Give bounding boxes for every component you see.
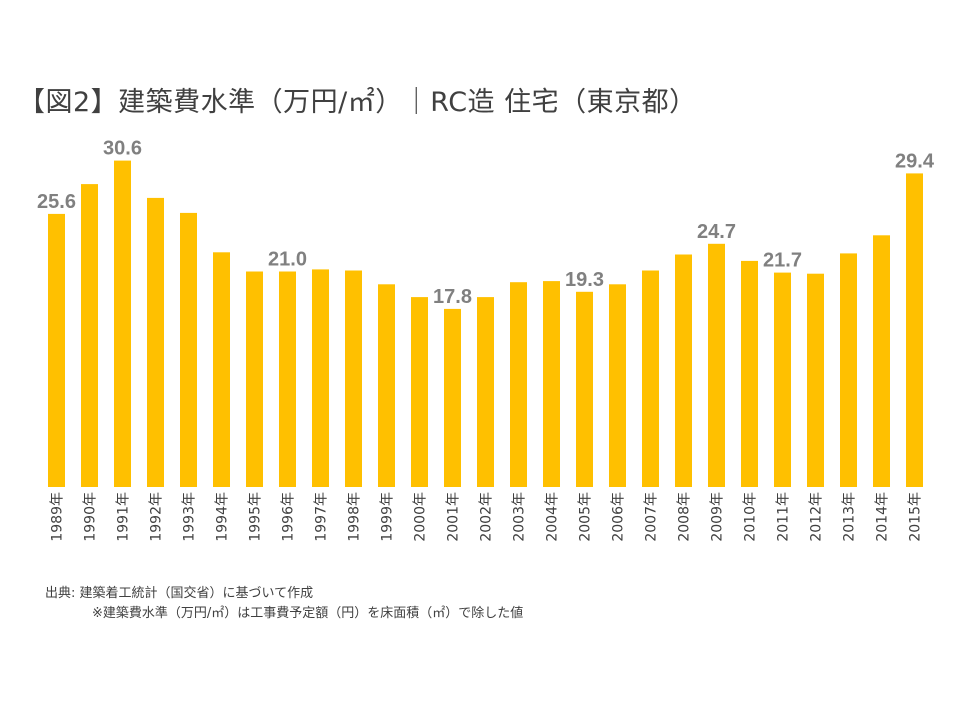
x-tick-label: 1990年 xyxy=(83,492,99,542)
source-note: 出典: 建築着工統計（国交省）に基づいて作成 xyxy=(45,586,314,601)
x-tick-label: 2004年 xyxy=(545,492,561,542)
bar-1999年 xyxy=(378,284,395,487)
data-label: 24.7 xyxy=(697,221,736,243)
x-tick-label: 1998年 xyxy=(347,492,363,542)
bar-1996年 xyxy=(279,271,296,487)
x-tick-label: 2010年 xyxy=(743,492,759,542)
bar-2005年 xyxy=(576,291,593,487)
data-label: 25.6 xyxy=(37,191,76,213)
x-tick-label: 1994年 xyxy=(215,492,231,542)
bar-2011年 xyxy=(774,272,791,487)
bar-2008年 xyxy=(675,254,692,487)
bar-2001年 xyxy=(444,308,461,487)
x-tick-label: 2014年 xyxy=(875,492,891,542)
x-tick-label: 1995年 xyxy=(248,492,264,542)
bar-2013年 xyxy=(840,253,857,487)
data-label: 21.0 xyxy=(268,249,307,271)
chart-title: 【図2】建築費水準（万円/㎡）｜RC造 住宅（東京都） xyxy=(18,87,697,118)
x-tick-label: 1989年 xyxy=(50,492,66,542)
bar-2012年 xyxy=(807,273,824,487)
bar-2015年 xyxy=(906,173,923,487)
data-label: 30.6 xyxy=(103,138,142,160)
x-tick-label: 2005年 xyxy=(578,492,594,542)
bar-2006年 xyxy=(609,284,626,487)
x-tick-label: 2013年 xyxy=(842,492,858,542)
footnote: 出典: 建築着工統計（国交省）に基づいて作成 ※建築費水準（万円/㎡）は工事費予… xyxy=(45,584,523,624)
data-label: 19.3 xyxy=(565,269,604,291)
bar-2009年 xyxy=(708,243,725,487)
x-tick-label: 1996年 xyxy=(281,492,297,542)
bar-1997年 xyxy=(312,269,329,487)
bar-1991年 xyxy=(114,160,131,487)
x-tick-label: 2000年 xyxy=(413,492,429,542)
x-tick-label: 1992年 xyxy=(149,492,165,542)
definition-note: ※建築費水準（万円/㎡）は工事費予定額（円）を床面積（㎡）で除した値 xyxy=(92,606,524,621)
bar-2004年 xyxy=(543,281,560,487)
x-tick-label: 2006年 xyxy=(611,492,627,542)
bar-1992年 xyxy=(147,197,164,487)
bar-2007年 xyxy=(642,270,659,487)
x-tick-label: 1997年 xyxy=(314,492,330,542)
x-tick-label: 2001年 xyxy=(446,492,462,542)
bar-2002年 xyxy=(477,297,494,487)
x-tick-label: 2009年 xyxy=(710,492,726,542)
x-tick-label: 2008年 xyxy=(677,492,693,542)
x-tick-label: 1991年 xyxy=(116,492,132,542)
bar-1994年 xyxy=(213,252,230,487)
bar-1989年 xyxy=(48,213,65,487)
x-tick-label: 2011年 xyxy=(776,492,792,542)
bar-1998年 xyxy=(345,270,362,487)
x-tick-label: 2015年 xyxy=(908,492,924,542)
x-tick-label: 2003年 xyxy=(512,492,528,542)
x-tick-label: 1993年 xyxy=(182,492,198,542)
bar-2014年 xyxy=(873,235,890,487)
bar-2000年 xyxy=(411,297,428,487)
bar-2003年 xyxy=(510,282,527,487)
bar-1995年 xyxy=(246,271,263,487)
data-label: 21.7 xyxy=(763,250,802,272)
x-tick-label: 2002年 xyxy=(479,492,495,542)
bar-1990年 xyxy=(81,184,98,487)
x-tick-label: 2007年 xyxy=(644,492,660,542)
x-tick-label: 1999年 xyxy=(380,492,396,542)
x-tick-label: 2012年 xyxy=(809,492,825,542)
data-label: 29.4 xyxy=(895,150,935,172)
bar-1993年 xyxy=(180,212,197,487)
bar-2010年 xyxy=(741,260,758,487)
data-label: 17.8 xyxy=(433,286,472,308)
